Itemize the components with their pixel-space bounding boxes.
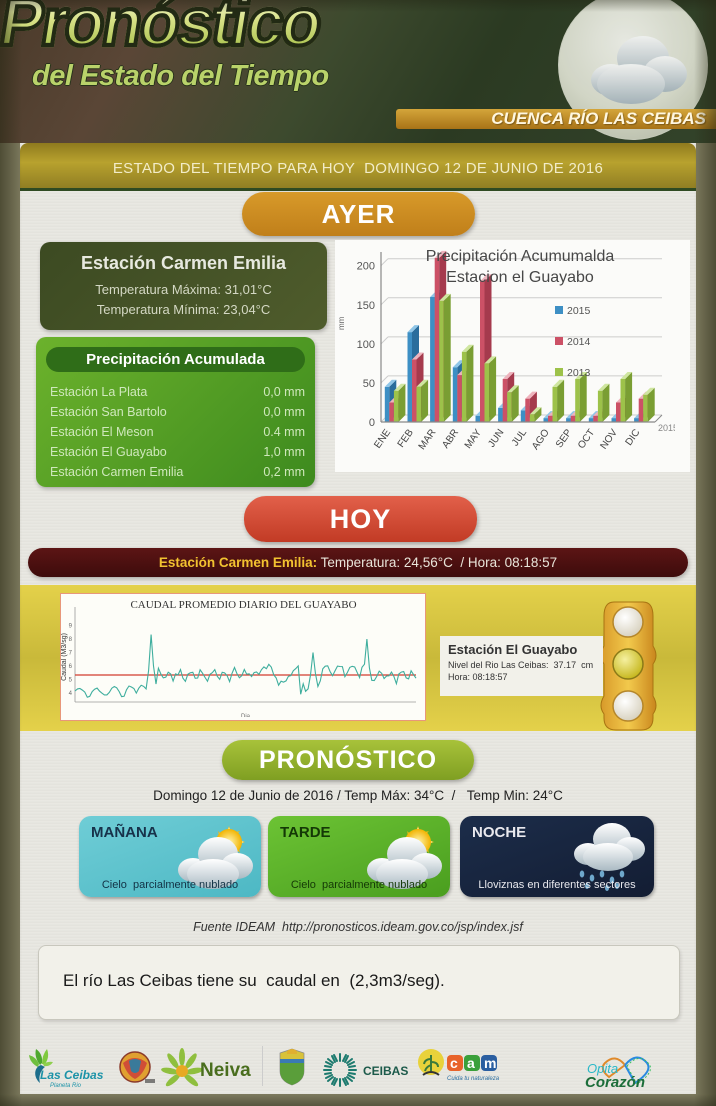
svg-text:Planeta Rio: Planeta Rio [50, 1083, 82, 1089]
svg-text:JUN: JUN [486, 427, 506, 449]
svg-text:ABR: ABR [440, 427, 461, 450]
svg-text:FEB: FEB [396, 427, 416, 450]
svg-text:ENE: ENE [372, 427, 393, 450]
svg-text:MAY: MAY [463, 427, 484, 451]
svg-text:50: 50 [363, 378, 375, 390]
svg-text:Caudal (M3/sg): Caudal (M3/sg) [61, 633, 68, 681]
svg-text:2015: 2015 [658, 423, 675, 433]
svg-text:m: m [484, 1055, 496, 1071]
svg-text:JUL: JUL [510, 427, 529, 448]
svg-text:150: 150 [357, 300, 375, 312]
svg-text:5: 5 [69, 678, 73, 684]
svg-text:CEIBAS: CEIBAS [363, 1064, 408, 1078]
svg-text:100: 100 [357, 339, 375, 351]
svg-text:NOV: NOV [598, 427, 620, 451]
svg-text:Cuida tu naturaleza: Cuida tu naturaleza [447, 1076, 500, 1082]
svg-text:OCT: OCT [576, 427, 597, 451]
svg-text:Corazón: Corazón [585, 1074, 645, 1091]
svg-text:a: a [467, 1055, 475, 1071]
svg-text:DIC: DIC [624, 427, 643, 447]
svg-text:Neiva: Neiva [200, 1060, 251, 1081]
svg-text:6: 6 [69, 664, 73, 670]
svg-text:0: 0 [369, 417, 375, 429]
svg-text:CAUDAL PROMEDIO DIARIO DEL GUA: CAUDAL PROMEDIO DIARIO DEL GUAYABO [130, 599, 356, 611]
svg-text:8: 8 [69, 637, 73, 643]
svg-text:Las Ceibas: Las Ceibas [40, 1068, 104, 1082]
svg-text:SEP: SEP [554, 427, 575, 450]
svg-text:MAR: MAR [417, 427, 439, 452]
svg-text:4: 4 [69, 691, 73, 697]
svg-text:c: c [450, 1055, 458, 1071]
svg-text:Dia: Dia [241, 714, 251, 717]
svg-text:AGO: AGO [530, 427, 552, 452]
svg-text:9: 9 [69, 624, 73, 630]
svg-text:7: 7 [69, 651, 73, 657]
